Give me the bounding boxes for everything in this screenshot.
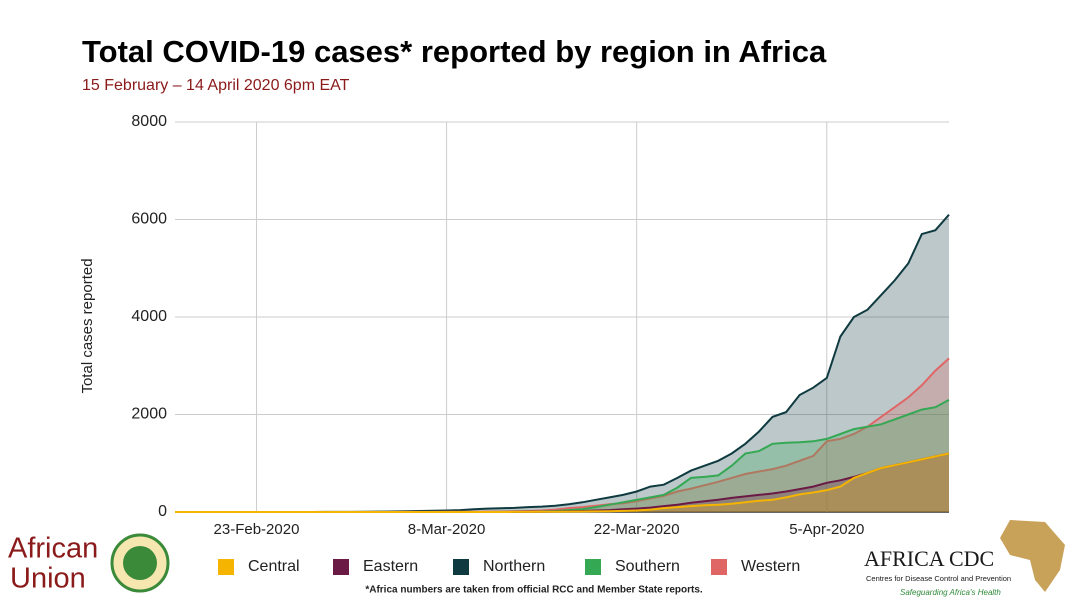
legend-label: Western <box>741 558 800 575</box>
y-tick-label: 2000 <box>131 406 167 423</box>
legend-swatch <box>711 559 727 575</box>
area <box>175 453 949 512</box>
footnote: *Africa numbers are taken from official … <box>365 585 703 596</box>
chart-subtitle: 15 February – 14 April 2020 6pm EAT <box>82 77 350 94</box>
area <box>175 214 949 512</box>
legend-label: Southern <box>615 558 680 575</box>
legend-label: Central <box>248 558 300 575</box>
y-tick-label: 6000 <box>131 211 167 228</box>
area <box>175 453 949 512</box>
legend-swatch <box>333 559 349 575</box>
legend-swatch <box>585 559 601 575</box>
area <box>175 358 949 512</box>
line <box>175 452 950 513</box>
au-logo: African Union <box>8 533 170 595</box>
legend-swatch <box>453 559 469 575</box>
legend-label: Eastern <box>363 558 418 575</box>
au-emblem <box>123 546 157 580</box>
chart-title: Total COVID-19 cases* reported by region… <box>82 34 827 69</box>
au-text: Union <box>10 563 86 595</box>
y-tick-label: 4000 <box>131 308 167 325</box>
au-text: African <box>8 533 98 565</box>
x-tick-label: 22-Mar-2020 <box>594 521 680 538</box>
x-tick-label: 8-Mar-2020 <box>408 521 486 538</box>
cdc-sub: Centres for Disease Control and Preventi… <box>866 574 1011 583</box>
cdc-name: AFRICA CDC <box>864 546 994 571</box>
x-tick-label: 5-Apr-2020 <box>789 521 864 538</box>
legend-swatch <box>218 559 234 575</box>
legend-label: Northern <box>483 558 545 575</box>
cdc-emblem <box>1000 520 1065 592</box>
x-tick-label: 23-Feb-2020 <box>214 521 300 538</box>
y-tick-label: 0 <box>158 503 167 520</box>
y-tick-label: 8000 <box>131 113 167 130</box>
cdc-logo: AFRICA CDC Centres for Disease Control a… <box>864 520 1065 597</box>
y-axis-label: Total cases reported <box>79 258 96 393</box>
cdc-tagline: Safeguarding Africa's Health <box>900 588 1001 597</box>
area <box>175 399 949 512</box>
